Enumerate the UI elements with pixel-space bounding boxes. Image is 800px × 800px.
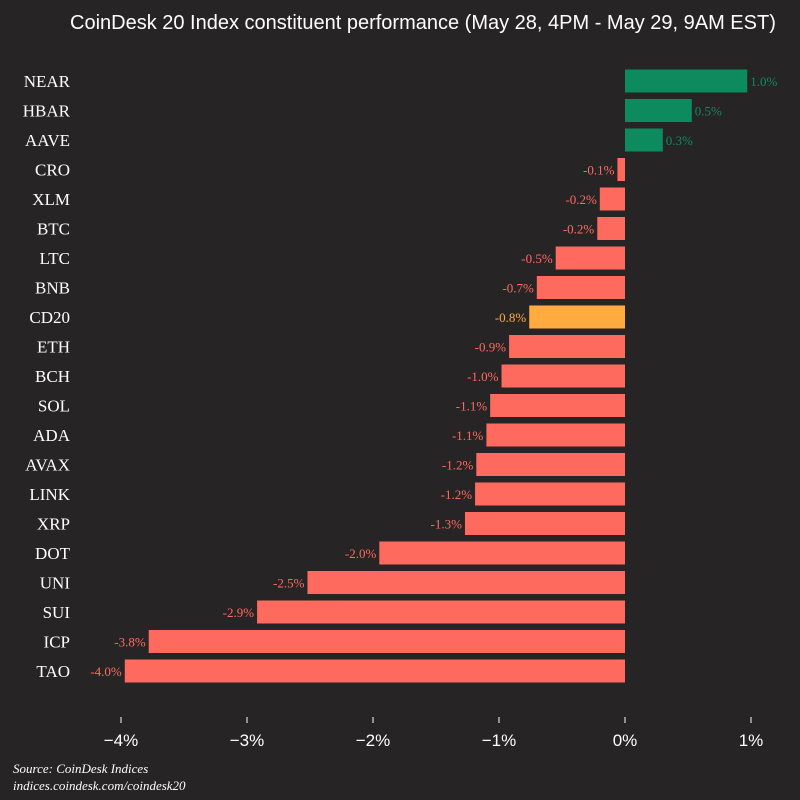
x-tick-label: −4% bbox=[104, 731, 139, 750]
category-label: ICP bbox=[44, 633, 70, 652]
value-label: -0.7% bbox=[502, 281, 534, 296]
bar-ada bbox=[486, 423, 625, 447]
category-label: SOL bbox=[38, 397, 70, 416]
bar-cd20 bbox=[529, 305, 625, 329]
bar-btc bbox=[597, 217, 625, 240]
bar-sol bbox=[490, 394, 625, 417]
bar-aave bbox=[625, 128, 663, 152]
value-label: -0.8% bbox=[495, 310, 527, 325]
bar-xlm bbox=[599, 187, 625, 211]
value-label: 0.3% bbox=[666, 133, 693, 148]
value-label: -3.8% bbox=[114, 635, 146, 650]
value-label: -1.1% bbox=[452, 428, 484, 443]
value-label: -4.0% bbox=[90, 664, 122, 679]
category-label: BNB bbox=[35, 279, 70, 298]
value-label: -0.2% bbox=[565, 192, 597, 207]
value-label: -0.2% bbox=[563, 222, 595, 237]
category-label: HBAR bbox=[23, 102, 71, 121]
x-tick-label: −3% bbox=[230, 731, 265, 750]
value-label: -0.9% bbox=[475, 340, 507, 355]
value-label: -2.5% bbox=[273, 576, 305, 591]
source-line: Source: CoinDesk Indices bbox=[13, 761, 149, 776]
value-label: 1.0% bbox=[750, 74, 777, 89]
category-label: LINK bbox=[29, 485, 70, 504]
x-tick-label: 0% bbox=[613, 731, 638, 750]
source-note: Source: CoinDesk Indices indices.coindes… bbox=[13, 760, 186, 794]
value-label: -1.0% bbox=[467, 369, 499, 384]
value-label: -0.1% bbox=[583, 163, 615, 178]
bar-hbar bbox=[625, 99, 692, 122]
category-label: AAVE bbox=[25, 131, 70, 150]
bar-bch bbox=[501, 364, 625, 388]
category-label: ADA bbox=[33, 426, 71, 445]
x-tick-label: 1% bbox=[739, 731, 764, 750]
category-label: ETH bbox=[37, 338, 70, 357]
value-label: -1.2% bbox=[441, 487, 473, 502]
bar-xrp bbox=[464, 512, 625, 535]
category-label: AVAX bbox=[25, 456, 70, 475]
category-label: CD20 bbox=[29, 308, 70, 327]
category-label: TAO bbox=[36, 662, 70, 681]
bar-avax bbox=[476, 453, 625, 476]
category-label: LTC bbox=[39, 249, 70, 268]
category-label: DOT bbox=[35, 544, 71, 563]
chart-title: CoinDesk 20 Index constituent performanc… bbox=[70, 12, 776, 34]
bar-sui bbox=[257, 600, 625, 624]
value-label: -2.0% bbox=[345, 546, 377, 561]
category-label: SUI bbox=[43, 603, 71, 622]
bar-link bbox=[475, 482, 625, 506]
bar-tao bbox=[124, 659, 625, 683]
bar-cro bbox=[617, 158, 625, 181]
category-label: UNI bbox=[40, 574, 71, 593]
category-label: NEAR bbox=[24, 72, 71, 91]
category-label: CRO bbox=[35, 161, 70, 180]
value-label: 0.5% bbox=[695, 104, 722, 119]
bar-icp bbox=[148, 630, 625, 653]
bar-near bbox=[625, 69, 748, 93]
value-label: -0.5% bbox=[521, 251, 553, 266]
category-label: XRP bbox=[37, 515, 70, 534]
bar-bnb bbox=[536, 276, 625, 299]
value-label: -1.2% bbox=[442, 458, 474, 473]
bar-dot bbox=[379, 541, 625, 565]
bar-eth bbox=[509, 335, 625, 358]
source-url: indices.coindesk.com/coindesk20 bbox=[13, 778, 186, 793]
value-label: -2.9% bbox=[223, 605, 255, 620]
bar-uni bbox=[307, 571, 625, 594]
category-label: BTC bbox=[37, 220, 70, 239]
x-tick-label: −2% bbox=[356, 731, 391, 750]
value-label: -1.3% bbox=[431, 517, 463, 532]
category-label: BCH bbox=[35, 367, 70, 386]
category-label: XLM bbox=[32, 190, 70, 209]
x-tick-label: −1% bbox=[482, 731, 517, 750]
value-label: -1.1% bbox=[456, 399, 488, 414]
bar-ltc bbox=[555, 246, 625, 270]
